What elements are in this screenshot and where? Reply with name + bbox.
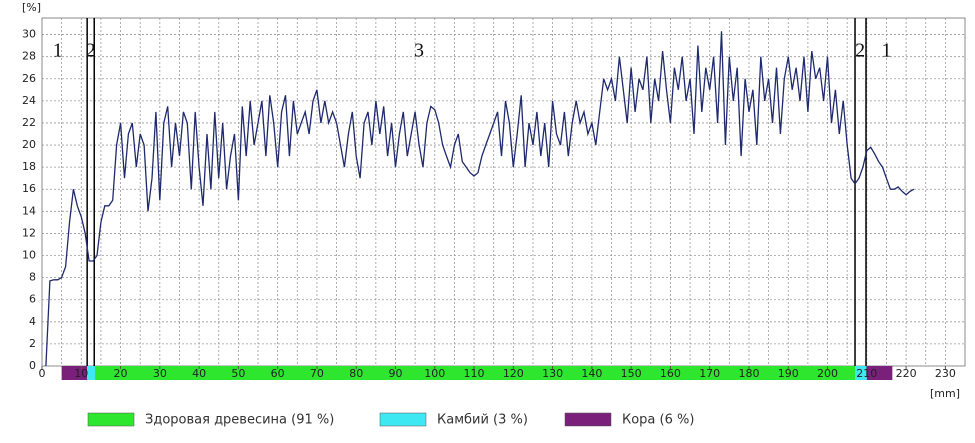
- x-tick-label: 40: [192, 367, 206, 380]
- x-tick-label: 100: [424, 367, 445, 380]
- y-tick-label: 24: [22, 94, 36, 107]
- legend-label: Здоровая древесина (91 %): [145, 413, 334, 428]
- y-tick-label: 14: [22, 204, 36, 217]
- y-tick-label: 28: [22, 50, 36, 63]
- y-tick-label: 18: [22, 160, 36, 173]
- region-label: 2: [855, 40, 865, 62]
- x-unit: [mm]: [930, 387, 960, 400]
- y-tick-label: 30: [22, 28, 36, 41]
- x-tick-label: 80: [349, 367, 363, 380]
- y-tick-label: 2: [29, 337, 36, 350]
- x-tick-label: 180: [738, 367, 759, 380]
- x-tick-label: 10: [74, 367, 88, 380]
- x-tick-label: 150: [621, 367, 642, 380]
- y-tick-label: 26: [22, 72, 36, 85]
- legend-swatch: [87, 412, 135, 427]
- y-tick-label: 22: [22, 116, 36, 129]
- y-tick-label: 12: [22, 226, 36, 239]
- x-tick-label: 70: [310, 367, 324, 380]
- legend-swatch: [379, 412, 427, 427]
- x-tick-label: 60: [271, 367, 285, 380]
- plot-area: [41, 17, 966, 367]
- zone: [855, 366, 867, 380]
- x-tick-label: 210: [856, 367, 877, 380]
- x-tick-label: 190: [778, 367, 799, 380]
- region-label: 2: [86, 40, 96, 62]
- y-tick-label: 6: [29, 293, 36, 306]
- x-tick-label: 90: [388, 367, 402, 380]
- y-unit: [%]: [22, 1, 41, 14]
- legend-label: Камбий (3 %): [437, 413, 528, 428]
- x-tick-label: 200: [817, 367, 838, 380]
- x-tick-label: 220: [896, 367, 917, 380]
- x-tick-label: 160: [660, 367, 681, 380]
- region-label: 1: [881, 40, 891, 62]
- y-tick-label: 0: [29, 359, 36, 372]
- x-tick-label: 120: [503, 367, 524, 380]
- x-tick-label: 0: [39, 367, 46, 380]
- region-label: 1: [53, 40, 63, 62]
- x-tick-label: 130: [542, 367, 563, 380]
- y-tick-label: 20: [22, 138, 36, 151]
- x-tick-label: 170: [699, 367, 720, 380]
- x-tick-label: 50: [231, 367, 245, 380]
- data-line: [45, 31, 915, 367]
- y-tick-label: 10: [22, 249, 36, 262]
- x-tick-label: 230: [935, 367, 956, 380]
- zone: [95, 366, 856, 380]
- region-label: 3: [414, 40, 424, 62]
- y-tick-label: 4: [29, 315, 36, 328]
- x-tick-label: 110: [464, 367, 485, 380]
- x-tick-label: 140: [581, 367, 602, 380]
- x-tick-label: 20: [114, 367, 128, 380]
- x-tick-label: 30: [153, 367, 167, 380]
- zone: [61, 366, 88, 380]
- y-tick-label: 8: [29, 271, 36, 284]
- zone: [87, 366, 96, 380]
- zone: [866, 366, 893, 380]
- legend-label: Кора (6 %): [622, 413, 694, 428]
- legend-swatch: [564, 412, 612, 427]
- y-tick-label: 16: [22, 182, 36, 195]
